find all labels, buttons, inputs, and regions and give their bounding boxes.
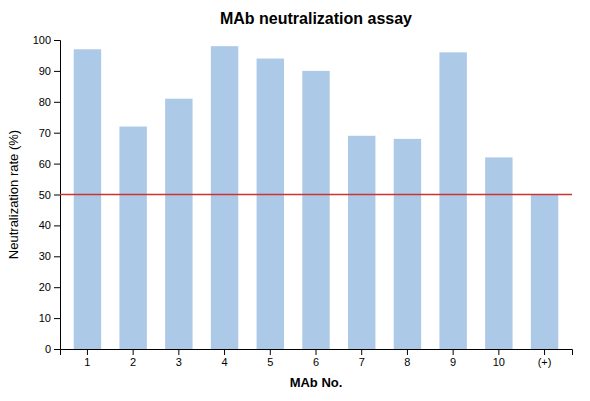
y-tick-label: 90 (39, 65, 51, 77)
y-axis-line (54, 41, 61, 350)
x-tick-label: 1 (84, 356, 90, 368)
bar (74, 49, 101, 349)
y-tick-label: 50 (39, 189, 51, 201)
x-tick-label: 3 (176, 356, 182, 368)
x-tick-mark (178, 349, 179, 355)
x-tick: 8 (404, 349, 410, 368)
bar (394, 139, 421, 349)
x-tick-mark (316, 349, 317, 355)
title: MAb neutralization assay (220, 10, 412, 27)
bar (211, 46, 238, 349)
bar (257, 59, 284, 349)
y-tick: 20 (39, 281, 60, 293)
x-tick-mark (407, 349, 408, 355)
y-tick-label: 20 (39, 281, 51, 293)
x-tick: 5 (267, 349, 273, 368)
y-tick-mark (54, 133, 60, 134)
x-tick-label: 2 (130, 356, 136, 368)
y-tick: 90 (39, 65, 60, 77)
x-tick: 3 (176, 349, 182, 368)
x-tick-label: 6 (313, 356, 319, 368)
y-tick: 0 (45, 343, 60, 355)
y-tick: 70 (39, 127, 60, 139)
threshold-line (60, 194, 572, 196)
x-axis-title: MAb No. (290, 375, 343, 390)
y-tick-mark (54, 40, 60, 41)
x-tick-label: 10 (493, 356, 505, 368)
y-tick-mark (54, 195, 60, 196)
bar (439, 52, 466, 349)
x-axis-line (61, 350, 573, 356)
y-axis-title: Neutralization rate (%) (6, 130, 21, 259)
x-tick-mark (544, 349, 545, 355)
x-tick-mark (453, 349, 454, 355)
bar (302, 71, 329, 349)
y-tick-mark (54, 318, 60, 319)
y-tick-mark (54, 164, 60, 165)
x-tick-label: (+) (538, 356, 552, 368)
bar (119, 127, 146, 349)
x-tick-label: 7 (359, 356, 365, 368)
plot: 0 10 20 30 40 50 60 70 80 90 100 1 2 3 4 5 6 7 8 9 10 (+) (33, 34, 573, 368)
y-tick-mark (54, 287, 60, 288)
x-tick-mark (133, 349, 134, 355)
y-tick-label: 40 (39, 219, 51, 231)
y-tick-mark (54, 256, 60, 257)
x-tick: 2 (130, 349, 136, 368)
y-tick-label: 10 (39, 312, 51, 324)
y-axis: 0 10 20 30 40 50 60 70 80 90 100 (33, 34, 61, 355)
x-tick-label: 9 (450, 356, 456, 368)
x-tick-mark (498, 349, 499, 355)
x-tick: 7 (359, 349, 365, 368)
y-tick-label: 30 (39, 250, 51, 262)
x-tick-label: 5 (267, 356, 273, 368)
y-tick: 10 (39, 312, 60, 324)
y-tick-label: 100 (33, 34, 51, 46)
y-tick: 80 (39, 96, 60, 108)
y-tick-label: 60 (39, 158, 51, 170)
y-tick-label: 80 (39, 96, 51, 108)
x-axis: 1 2 3 4 5 6 7 8 9 10 (+) (61, 349, 573, 368)
x-tick-mark (270, 349, 271, 355)
x-tick-mark (87, 349, 88, 355)
x-tick-label: 8 (404, 356, 410, 368)
bar (531, 195, 558, 350)
x-tick: 6 (313, 349, 319, 368)
x-tick-mark (361, 349, 362, 355)
y-tick: 100 (33, 34, 60, 46)
bar (348, 136, 375, 349)
x-tick-mark (224, 349, 225, 355)
y-tick: 30 (39, 250, 60, 262)
x-tick: (+) (538, 349, 552, 368)
bar (485, 157, 512, 349)
y-tick: 50 (39, 189, 60, 201)
bar (165, 99, 192, 349)
y-tick-label: 0 (45, 343, 51, 355)
x-tick: 10 (493, 349, 505, 368)
y-tick-mark (54, 71, 60, 72)
x-tick: 1 (84, 349, 90, 368)
y-tick-mark (54, 225, 60, 226)
chart: 0 10 20 30 40 50 60 70 80 90 100 1 2 3 4 5 6 7 8 9 10 (+) MAb … (0, 0, 590, 401)
x-tick: 9 (450, 349, 456, 368)
marks (60, 46, 572, 349)
y-tick: 60 (39, 158, 60, 170)
x-tick-label: 4 (222, 356, 228, 368)
y-tick-mark (54, 102, 60, 103)
x-tick: 4 (222, 349, 228, 368)
y-tick-label: 70 (39, 127, 51, 139)
y-tick: 40 (39, 219, 60, 231)
y-tick-mark (54, 349, 60, 350)
